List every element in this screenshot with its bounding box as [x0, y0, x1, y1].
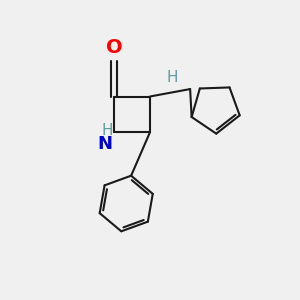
Text: N: N	[98, 135, 113, 153]
Text: O: O	[106, 38, 123, 57]
Text: H: H	[167, 70, 178, 85]
Text: H: H	[101, 123, 113, 138]
